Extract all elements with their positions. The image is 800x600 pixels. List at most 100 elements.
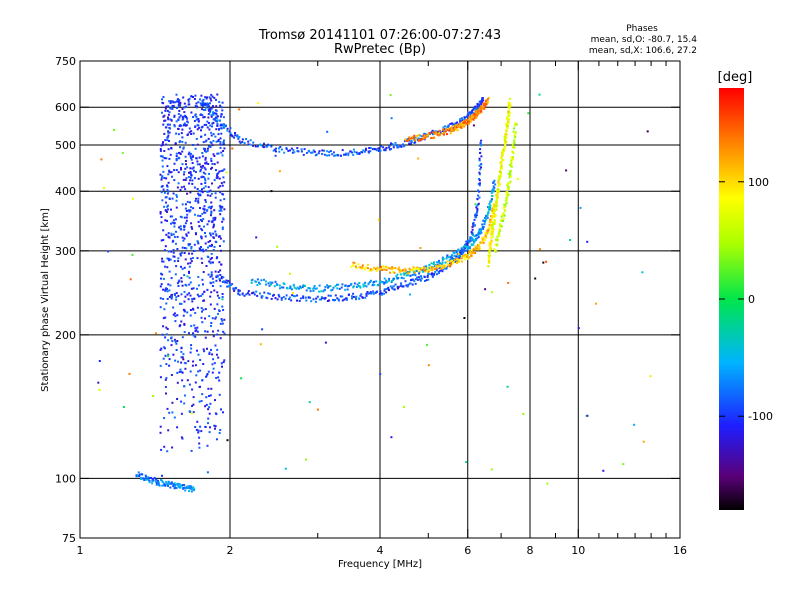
echo-point (212, 261, 214, 264)
echo-point (255, 290, 258, 293)
echo-point (263, 146, 265, 149)
echo-point (180, 350, 183, 353)
echo-point (457, 125, 460, 128)
echo-point (209, 295, 212, 298)
echo-point (490, 233, 493, 236)
echo-point (183, 224, 185, 227)
echo-point (282, 296, 285, 298)
echo-point (197, 200, 200, 203)
echo-point (216, 333, 219, 336)
echo-point (229, 127, 232, 130)
echo-point (211, 182, 213, 185)
echo-point (259, 282, 261, 285)
echo-point (196, 128, 199, 131)
echo-point (280, 298, 283, 301)
echo-point (206, 190, 209, 193)
echo-point (201, 108, 203, 111)
echo-point (188, 131, 191, 134)
echo-point (160, 221, 163, 224)
echo-point (194, 232, 197, 235)
echo-point (291, 288, 293, 291)
noise-point (457, 253, 460, 255)
echo-point (211, 285, 214, 287)
echo-point (446, 260, 449, 263)
echo-point (216, 275, 219, 278)
echo-point (485, 103, 488, 106)
echo-point (159, 425, 162, 428)
echo-point (222, 280, 225, 283)
echo-point (498, 175, 501, 178)
echo-point (367, 282, 370, 285)
echo-point (208, 244, 211, 247)
echo-point (415, 270, 418, 272)
echo-point (202, 299, 205, 302)
echo-point (219, 191, 222, 194)
echo-point (497, 190, 500, 193)
echo-point (191, 182, 194, 185)
echo-point (211, 363, 214, 366)
echo-point (487, 258, 490, 261)
echo-point (216, 124, 219, 127)
echo-point (238, 140, 241, 143)
echo-point (507, 182, 510, 185)
echo-point (195, 233, 197, 236)
echo-point (212, 219, 215, 222)
echo-point (183, 484, 186, 486)
echo-point (480, 227, 483, 230)
echo-point (223, 359, 226, 362)
echo-point (499, 175, 502, 178)
echo-point (398, 269, 401, 271)
echo-point (506, 184, 509, 186)
echo-point (212, 133, 215, 136)
echo-point (384, 148, 387, 151)
noise-point (641, 271, 644, 274)
echo-point (353, 262, 356, 264)
echo-point (488, 248, 491, 251)
echo-point (435, 264, 437, 267)
echo-point (195, 157, 198, 160)
echo-point (489, 248, 492, 251)
echo-point (300, 150, 303, 153)
echo-point (213, 96, 216, 99)
echo-point (304, 285, 306, 287)
echo-point (388, 277, 391, 280)
echo-point (285, 148, 288, 150)
echo-point (499, 223, 502, 226)
echo-point (179, 254, 182, 257)
echo-point (352, 264, 355, 267)
noise-point (255, 236, 258, 239)
echo-point (190, 344, 193, 347)
echo-point (368, 147, 371, 149)
echo-point (490, 243, 492, 246)
echo-point (397, 277, 400, 279)
echo-point (469, 120, 472, 123)
echo-point (478, 157, 481, 160)
echo-point (378, 282, 381, 285)
echo-point (188, 171, 190, 174)
echo-point (152, 479, 155, 482)
echo-point (167, 181, 170, 184)
echo-point (326, 150, 329, 153)
echo-point (202, 116, 205, 119)
echo-point (469, 119, 472, 122)
echo-point (414, 141, 417, 144)
echo-point (170, 277, 173, 280)
echo-point (355, 286, 358, 288)
noise-point (186, 275, 189, 278)
echo-point (189, 243, 192, 246)
echo-point (447, 124, 450, 127)
echo-point (175, 159, 178, 162)
echo-point (447, 256, 450, 259)
echo-point (318, 298, 321, 301)
echo-point (323, 297, 325, 300)
echo-point (175, 342, 178, 345)
echo-point (414, 274, 417, 277)
echo-point (181, 371, 184, 374)
echo-point (383, 277, 386, 280)
echo-point (221, 296, 224, 298)
noise-point (274, 154, 277, 157)
echo-point (452, 262, 454, 264)
echo-point (421, 138, 424, 140)
echo-point (190, 490, 193, 493)
echo-point (165, 333, 168, 336)
